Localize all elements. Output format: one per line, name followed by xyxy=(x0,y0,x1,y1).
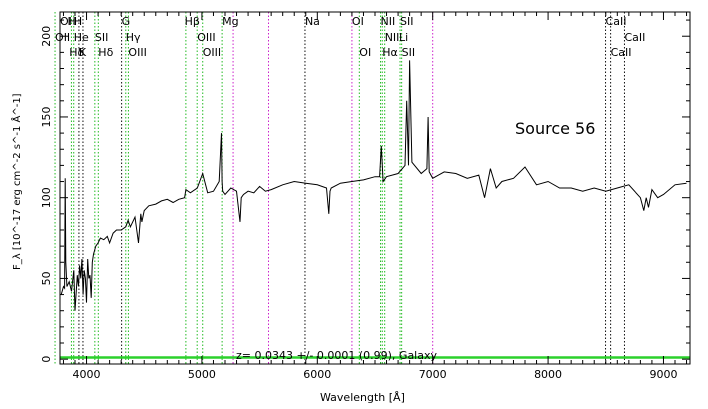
x-tick-label: 7000 xyxy=(419,368,447,381)
y-tick-label: 0 xyxy=(40,356,53,363)
y-tick-label: 100 xyxy=(40,187,53,208)
line-label: CaII xyxy=(611,46,632,59)
line-label: SII xyxy=(95,31,108,44)
line-label: NII xyxy=(385,31,400,44)
line-label: Li xyxy=(399,31,408,44)
line-label: K xyxy=(79,46,87,59)
line-label: OI xyxy=(60,15,72,28)
line-label: Hβ xyxy=(185,15,200,28)
line-label: OIII xyxy=(197,31,215,44)
line-label: Hγ xyxy=(126,31,141,44)
line-label: CaII xyxy=(624,31,645,44)
x-tick-label: 8000 xyxy=(534,368,562,381)
line-label: CaII xyxy=(606,15,627,28)
line-label: H xyxy=(68,15,76,28)
x-tick-label: 9000 xyxy=(649,368,677,381)
line-label: NII xyxy=(381,15,396,28)
spectrum-trace xyxy=(60,60,687,311)
x-tick-label: 5000 xyxy=(188,368,216,381)
line-label: He xyxy=(74,31,89,44)
line-label: Hδ xyxy=(98,46,113,59)
line-label: OIII xyxy=(203,46,221,59)
line-label: Hδ xyxy=(69,46,84,59)
y-axis-label: F_λ [10^-17 erg cm^-2 s^-1 Å^-1] xyxy=(10,93,23,270)
spectrum-line xyxy=(60,60,687,311)
line-label: SII xyxy=(400,15,413,28)
source-label: Source 56 xyxy=(515,119,595,138)
line-label: H xyxy=(74,15,82,28)
line-label: Na xyxy=(305,15,320,28)
x-tick-label: 6000 xyxy=(303,368,331,381)
line-label: OII xyxy=(55,31,70,44)
line-label: SII xyxy=(402,46,415,59)
line-label: Mg xyxy=(222,15,238,28)
y-tick-label: 150 xyxy=(40,106,53,127)
line-label: G xyxy=(122,15,131,28)
redshift-label: z= 0.0343 +/- 0.0001 (0.99), Galaxy xyxy=(236,349,437,362)
y-tick-label: 200 xyxy=(40,26,53,47)
line-label: OIII xyxy=(128,46,146,59)
x-tick-label: 4000 xyxy=(73,368,101,381)
axes: 4000 5000 6000 7000 8000 9000 0 50 100 150 200 xyxy=(40,11,691,381)
y-tick-label: 50 xyxy=(40,271,53,285)
line-label: OI xyxy=(352,15,364,28)
x-axis-label: Wavelength [Å] xyxy=(320,391,405,404)
line-label: Hα xyxy=(382,46,398,59)
line-label: OI xyxy=(359,46,371,59)
